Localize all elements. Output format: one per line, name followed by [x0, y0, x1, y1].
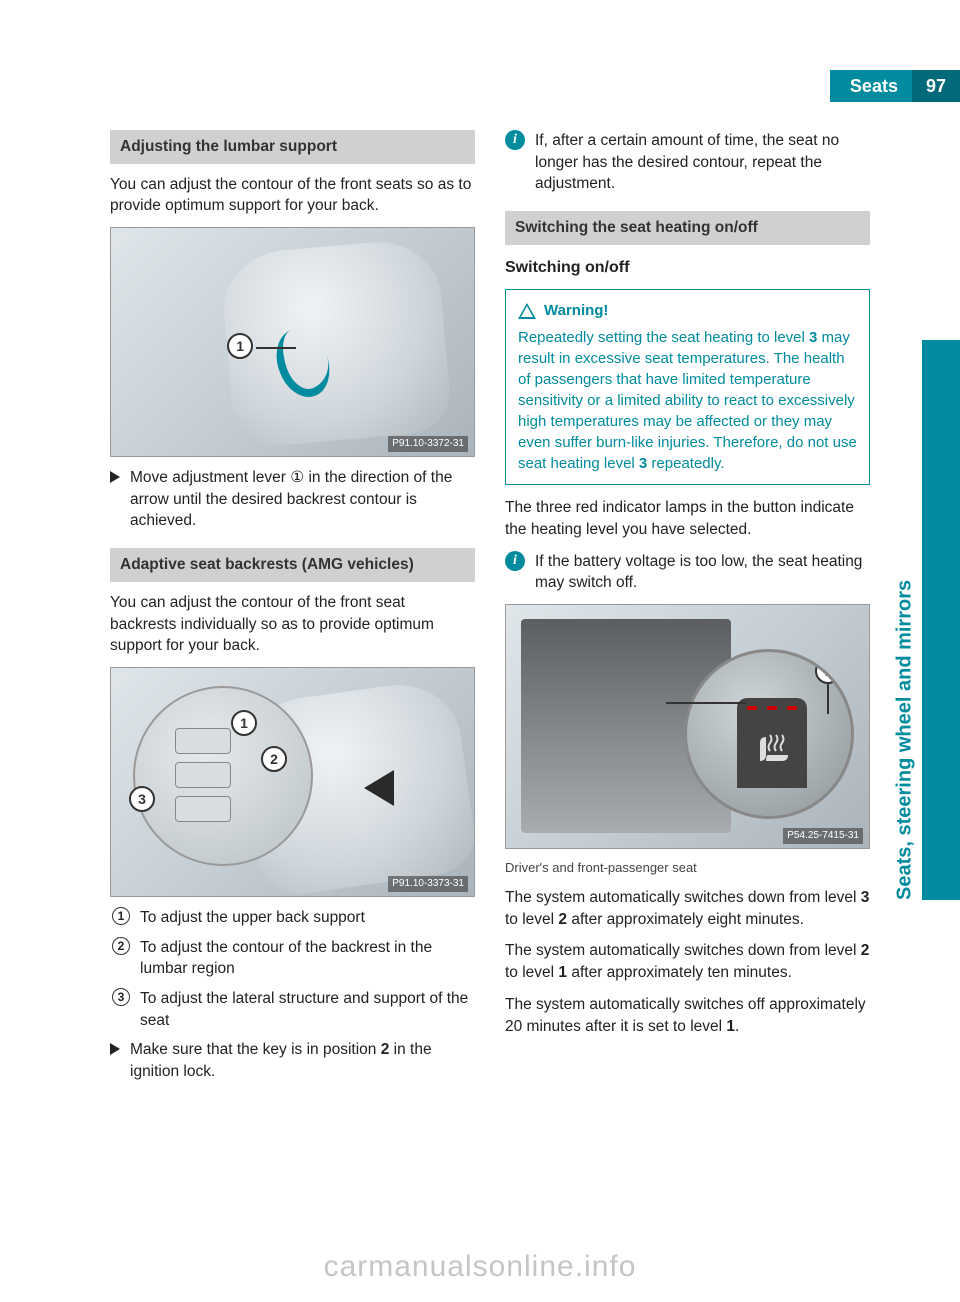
- heading-adaptive: Adaptive seat backrests (AMG vehicles): [110, 548, 475, 582]
- sub-heading-switching: Switching on/off: [505, 257, 870, 279]
- figure-code: P91.10-3373-31: [388, 876, 468, 892]
- step-marker-icon: [110, 471, 120, 483]
- heading-seat-heating: Switching the seat heating on/off: [505, 211, 870, 245]
- adaptive-step: Make sure that the key is in position 2 …: [130, 1039, 475, 1082]
- right-column: i If, after a certain amount of time, th…: [505, 130, 870, 1091]
- figure-adaptive: 1 2 3 P91.10-3373-31: [110, 667, 475, 897]
- header-section-title: Seats: [830, 70, 912, 102]
- lumbar-step-list: Move adjustment lever ① in the direction…: [110, 467, 475, 532]
- fig-callout-1: 1: [231, 710, 257, 736]
- warning-box: Warning! Repeatedly setting the seat hea…: [505, 289, 870, 485]
- callout-3-icon: 3: [112, 988, 130, 1006]
- adaptive-intro: You can adjust the contour of the front …: [110, 592, 475, 657]
- warning-text: Repeatedly setting the seat heating to l…: [518, 327, 857, 474]
- chapter-side-tab: [922, 340, 960, 900]
- step-marker-icon: [110, 1043, 120, 1055]
- callout-1-text: To adjust the upper back support: [140, 907, 365, 929]
- adaptive-step-list: Make sure that the key is in position 2 …: [110, 1039, 475, 1082]
- figure-code: P54.25-7415-31: [783, 828, 863, 844]
- figure-caption: Driver's and front-passenger seat: [505, 859, 870, 877]
- fig-callout-1: 1: [815, 658, 841, 684]
- header-page-number: 97: [912, 70, 960, 102]
- page-content: Adjusting the lumbar support You can adj…: [110, 130, 870, 1091]
- adaptive-callout-list: 1 To adjust the upper back support 2 To …: [110, 907, 475, 1031]
- heating-p4: The system automatically switches off ap…: [505, 994, 870, 1037]
- heating-p3: The system automatically switches down f…: [505, 940, 870, 983]
- callout-2-icon: 2: [112, 937, 130, 955]
- info-top-text: If, after a certain amount of time, the …: [535, 130, 870, 195]
- lumbar-intro: You can adjust the contour of the front …: [110, 174, 475, 217]
- heating-info: i If the battery voltage is too low, the…: [505, 551, 870, 594]
- figure-code: P91.10-3372-31: [388, 436, 468, 452]
- info-icon: i: [505, 551, 525, 571]
- watermark: carmanualsonline.info: [0, 1250, 960, 1284]
- heating-p1: The three red indicator lamps in the but…: [505, 497, 870, 540]
- callout-3-text: To adjust the lateral structure and supp…: [140, 988, 475, 1031]
- heading-lumbar: Adjusting the lumbar support: [110, 130, 475, 164]
- figure-lumbar: 1 P91.10-3372-31: [110, 227, 475, 457]
- heating-p2: The system automatically switches down f…: [505, 887, 870, 930]
- fig-callout-2: 2: [261, 746, 287, 772]
- fig-callout-3: 3: [129, 786, 155, 812]
- left-column: Adjusting the lumbar support You can adj…: [110, 130, 475, 1091]
- warning-label: Warning!: [544, 300, 608, 321]
- warning-triangle-icon: [518, 303, 536, 319]
- heating-info-text: If the battery voltage is too low, the s…: [535, 551, 870, 594]
- info-top: i If, after a certain amount of time, th…: [505, 130, 870, 195]
- info-icon: i: [505, 130, 525, 150]
- callout-1-icon: 1: [112, 907, 130, 925]
- figure-seat-heating: 1 P54.25-7415-31: [505, 604, 870, 849]
- lumbar-step: Move adjustment lever ① in the direction…: [130, 467, 475, 532]
- fig-callout-1: 1: [227, 333, 253, 359]
- callout-2-text: To adjust the contour of the backrest in…: [140, 937, 475, 980]
- page-header: Seats 97: [830, 70, 960, 102]
- chapter-side-label: Seats, steering wheel and mirrors: [890, 400, 920, 900]
